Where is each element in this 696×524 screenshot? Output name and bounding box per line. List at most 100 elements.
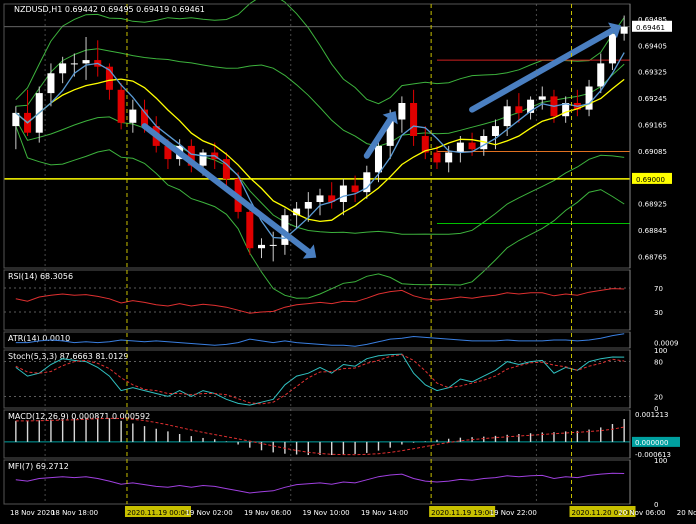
time-marker-tag <box>124 506 191 517</box>
atr-tick-label: 0.0009 <box>654 340 679 348</box>
macd-zero-tag <box>632 436 680 447</box>
rsi-tick-label: 30 <box>654 309 663 317</box>
stoch-title: Stoch(5,3,3) 87.6663 81.0129 <box>8 352 128 361</box>
time-tick-label: 19 Nov 02:00 <box>185 509 232 517</box>
macd-tick-label: 0.000000 <box>635 439 668 447</box>
downtrend-arrow-head <box>302 244 317 259</box>
candle-body <box>597 63 605 87</box>
stoch-tick-label: 100 <box>654 347 667 355</box>
candle-body <box>304 202 312 209</box>
stoch-series-line <box>15 354 625 405</box>
rsi-title: RSI(14) 68.3056 <box>8 272 73 281</box>
price-tick-label: 0.69485 <box>638 16 667 24</box>
price-pane: 0.69485 0.69405 0.69325 0.69245 0.69165 0.690… <box>4 0 672 299</box>
time-tick-label: 2020.11.19 00:00 <box>127 509 189 517</box>
uptrend-arrow-long-head <box>608 22 622 39</box>
price-tick-label: 0.69405 <box>638 42 667 50</box>
stoch-tick-label: 0 <box>654 405 658 413</box>
candle-body <box>410 103 418 136</box>
price-tick-label: 0.68925 <box>638 201 667 209</box>
candle-body <box>129 109 137 123</box>
candle-body <box>293 208 301 216</box>
current-price-label: 0.69461 <box>636 24 665 32</box>
mfi-series-line <box>15 472 625 494</box>
time-tick-label: 2020.11.19 19:00 <box>431 509 493 517</box>
bollinger-lower <box>15 125 625 299</box>
ma-fast-line <box>15 52 625 239</box>
candle-body <box>445 152 453 163</box>
candle-body <box>141 109 149 127</box>
mfi-tick-label: 0 <box>654 501 658 509</box>
candle-body <box>562 103 570 117</box>
bollinger-inner-upper <box>15 48 625 147</box>
rsi-series-line <box>15 288 625 314</box>
candle-body <box>585 86 593 110</box>
time-tick-label: 19 Nov 22:00 <box>490 509 537 517</box>
candle-body <box>187 145 195 166</box>
candle-body <box>328 195 336 202</box>
candle-body <box>246 211 254 249</box>
price-tick-label: 0.69325 <box>638 69 667 77</box>
candle-body <box>468 142 476 150</box>
candle-body <box>339 185 347 202</box>
macd-pane: MACD(12,26,9) 0.000871 0.000592 0.001213 0… <box>4 411 680 459</box>
time-tick-label: 2020.11.20 03:00 <box>572 509 634 517</box>
candle-body <box>527 99 535 113</box>
mfi-tick-label: 100 <box>654 457 667 465</box>
candle-body <box>105 66 113 90</box>
bollinger-inner-lower <box>15 116 625 235</box>
symbol-readout: NZDUSD,H1 0.69442 0.69495 0.69419 0.6946… <box>14 5 205 14</box>
candle-body <box>515 106 523 113</box>
time-marker-tag <box>429 506 496 517</box>
candle-body <box>398 103 406 120</box>
candle-body <box>374 145 382 173</box>
candle-body <box>316 195 324 202</box>
level-price-tag <box>632 172 672 184</box>
time-marker-tag <box>569 506 636 517</box>
candle-body <box>12 112 20 127</box>
candle-body <box>608 33 616 64</box>
candle-body <box>503 106 511 127</box>
price-tick-label: 0.69165 <box>638 121 667 129</box>
price-tick-label: 0.68765 <box>638 253 667 261</box>
rsi-tick-label: 70 <box>654 285 663 293</box>
time-tick-label: 19 Nov 14:00 <box>361 509 408 517</box>
time-tick-label: 18 Nov 18:00 <box>51 509 98 517</box>
candle-body <box>82 60 90 64</box>
atr-pane: ATR(14) 0.0010 0.0009 <box>8 333 679 348</box>
price-tick-label: 0.69245 <box>638 95 667 103</box>
candle-body <box>386 119 394 146</box>
time-tick-label: 18 Nov 2020 <box>10 509 55 517</box>
candle-body <box>351 185 359 193</box>
current-price-tag <box>632 20 672 32</box>
candle-body <box>491 126 499 136</box>
candle-body <box>164 145 172 160</box>
atr-title: ATR(14) 0.0010 <box>8 334 70 343</box>
downtrend-arrow-shaft <box>141 123 312 255</box>
atr-series-line <box>15 333 625 347</box>
candle-body <box>456 142 464 153</box>
price-tick-label: 0.69085 <box>638 148 667 156</box>
candle-body <box>538 96 546 100</box>
level-price-label: 0.69000 <box>636 176 665 184</box>
uptrend-arrow-long-shaft <box>469 27 616 113</box>
time-tick-label: 19 Nov 06:00 <box>244 509 291 517</box>
candle-body <box>199 152 207 166</box>
candle-body <box>59 63 67 74</box>
macd-tick-label: 0.001213 <box>635 411 668 419</box>
macd-title: MACD(12,26,9) 0.000871 0.000592 <box>8 412 150 421</box>
candle-body <box>421 136 429 153</box>
stoch-tick-label: 20 <box>654 393 663 401</box>
candle-body <box>620 26 628 34</box>
time-tick-label: 19 Nov 10:00 <box>302 509 349 517</box>
time-tick-label: 20 Nov 10:00 <box>677 509 696 517</box>
rsi-pane: RSI(14) 68.3056 70 30 <box>4 272 663 317</box>
candle-body <box>480 136 488 150</box>
candle-body <box>70 63 78 65</box>
price-tick-label: 0.68845 <box>638 227 667 235</box>
candle-body <box>222 159 230 179</box>
candle-body <box>433 152 441 163</box>
stoch-tick-label: 80 <box>654 359 663 367</box>
bollinger-upper <box>15 0 625 105</box>
